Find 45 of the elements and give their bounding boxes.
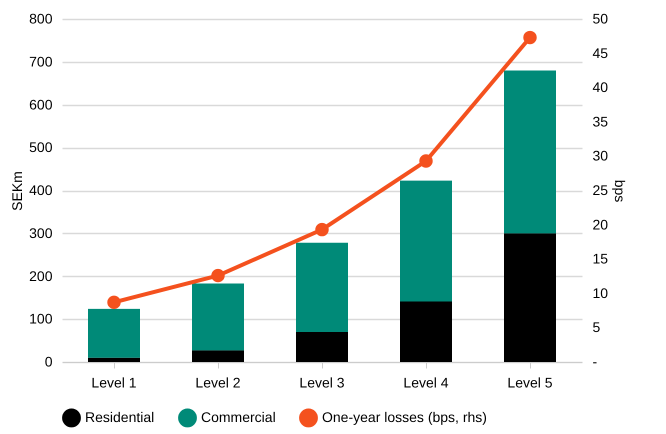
y-tick-label: 500 (29, 139, 53, 156)
bar (192, 350, 244, 362)
x-tick-label: Level 2 (195, 374, 241, 390)
legend-label: Residential (85, 408, 154, 425)
x-tick-label: Level 5 (507, 374, 553, 390)
point (419, 154, 433, 168)
y-tick-label: 700 (29, 53, 53, 70)
y2-tick-label: 15 (592, 250, 608, 267)
bar (296, 242, 348, 332)
y2-tick-label: 35 (592, 113, 608, 130)
bar (400, 302, 452, 362)
bar (192, 284, 244, 350)
legend-label: One-year losses (bps, rhs) (322, 408, 487, 425)
y2-tick-label: - (592, 354, 598, 370)
y2-tick-label: 40 (592, 79, 608, 96)
y2-tick-label: 30 (592, 148, 608, 164)
x-tick-label: Level 1 (91, 374, 137, 390)
y-tick-label: 400 (29, 182, 53, 198)
y-tick-label: 800 (29, 10, 53, 26)
bar (400, 180, 452, 302)
point (315, 222, 329, 236)
x-tick-label: Level 3 (299, 374, 345, 390)
y2-tick-label: 50 (592, 10, 608, 26)
point (211, 268, 225, 282)
bar (504, 233, 556, 362)
y-tick-label: 600 (29, 96, 53, 112)
y-tick-label: 100 (29, 310, 53, 327)
y2-tick-label: 10 (592, 284, 608, 301)
y-tick-label: 0 (44, 354, 53, 370)
y2-tick-label: 45 (592, 44, 608, 61)
y-axis-title: SEKm (9, 171, 26, 211)
legend-label: Commercial (201, 408, 276, 425)
y-tick-label: 200 (29, 268, 53, 284)
y-tick-label: 300 (29, 224, 53, 241)
y2-axis-title: bps (612, 180, 628, 202)
bar (88, 358, 140, 362)
x-tick-label: Level 4 (403, 374, 449, 390)
y2-tick-label: 20 (592, 216, 608, 232)
point (523, 30, 537, 44)
y2-tick-label: 5 (592, 319, 600, 336)
bar (504, 70, 556, 234)
y2-tick-label: 25 (592, 182, 608, 198)
point (107, 296, 121, 310)
bar (88, 308, 140, 358)
bar (296, 332, 348, 362)
